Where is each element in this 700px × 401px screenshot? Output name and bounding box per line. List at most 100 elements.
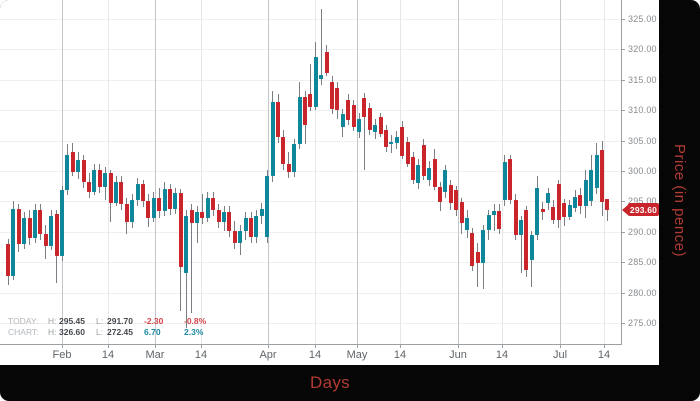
candle[interactable] [87,181,91,192]
candle[interactable] [146,201,151,219]
candle[interactable] [70,152,75,173]
candle[interactable] [114,181,118,203]
candle[interactable] [162,189,167,212]
candle[interactable] [124,203,129,223]
candle[interactable] [103,173,108,187]
candle[interactable] [227,212,232,231]
candle[interactable] [16,208,21,244]
candle[interactable] [38,209,43,235]
candle[interactable] [216,209,221,223]
candle[interactable] [594,154,599,189]
candle[interactable] [535,188,540,236]
candle[interactable] [583,180,588,207]
candle[interactable] [33,209,37,238]
candle[interactable] [157,197,162,212]
candle[interactable] [529,235,534,260]
candle[interactable] [222,212,226,223]
candle[interactable] [308,94,313,107]
candle[interactable] [513,200,518,236]
candle[interactable] [76,160,81,173]
candle[interactable] [357,118,361,133]
candle[interactable] [297,96,302,145]
candle[interactable] [459,202,464,224]
candle[interactable] [389,141,394,145]
candle[interactable] [270,101,275,176]
candle[interactable] [108,173,113,203]
candle[interactable] [605,198,610,210]
candle[interactable] [92,169,97,192]
candle[interactable] [465,218,469,230]
candle[interactable] [60,190,64,257]
candle[interactable] [378,116,383,134]
candle[interactable] [49,215,54,247]
candle[interactable] [546,192,550,204]
candle[interactable] [189,209,194,224]
candle[interactable] [249,218,253,237]
candle[interactable] [303,96,307,125]
candle[interactable] [556,184,561,221]
candle[interactable] [508,159,513,201]
candle[interactable] [567,205,572,218]
candle[interactable] [400,127,405,157]
candle[interactable] [562,203,567,218]
candle[interactable] [243,218,248,231]
candle[interactable] [135,184,140,201]
candle[interactable] [27,218,32,238]
candle[interactable] [470,233,475,267]
candle[interactable] [319,74,324,79]
candle[interactable] [205,197,210,219]
candle[interactable] [373,124,378,133]
candle[interactable] [573,197,577,209]
candle[interactable] [238,230,243,243]
candle[interactable] [540,208,545,213]
candle[interactable] [384,130,388,148]
candle[interactable] [519,220,523,236]
candle[interactable] [367,107,372,130]
candle[interactable] [335,88,340,111]
candle[interactable] [443,169,448,193]
candle[interactable] [524,209,529,271]
candle[interactable] [286,163,291,173]
candle[interactable] [130,200,135,223]
candle[interactable] [362,98,367,117]
candle[interactable] [600,150,604,202]
candle[interactable] [97,169,102,187]
candle[interactable] [589,169,594,202]
candle[interactable] [492,210,496,215]
candle[interactable] [497,210,502,229]
candle[interactable] [281,136,286,164]
candle[interactable] [551,206,556,220]
candle[interactable] [454,189,459,210]
candle[interactable] [475,251,480,263]
candle[interactable] [168,189,172,209]
candle[interactable] [119,181,124,204]
candle[interactable] [276,101,280,137]
candle[interactable] [351,105,356,128]
candle[interactable] [43,234,48,247]
candle[interactable] [54,214,59,257]
candle[interactable] [486,214,491,230]
candle[interactable] [481,229,486,263]
candle[interactable] [416,164,421,184]
candle[interactable] [421,144,426,176]
candle[interactable] [394,136,399,144]
chart-canvas[interactable]: 325.00 320.00 315.00 310.00 305.00 300.00 295.… [0,0,659,365]
candle[interactable] [211,197,216,210]
candle[interactable] [324,51,329,73]
candle[interactable] [438,187,442,202]
candle[interactable] [65,155,70,191]
candle[interactable] [259,208,264,216]
candle[interactable] [265,175,270,237]
candle[interactable] [502,161,507,201]
candle[interactable] [6,243,10,276]
candle[interactable] [11,208,16,276]
candle[interactable] [292,144,297,173]
candle[interactable] [173,192,178,209]
candle[interactable] [411,157,415,181]
candle[interactable] [81,160,86,182]
candle[interactable] [184,215,189,274]
candle[interactable] [22,218,27,244]
candle[interactable] [141,184,145,202]
candle[interactable] [448,184,453,204]
candle[interactable] [405,142,410,164]
